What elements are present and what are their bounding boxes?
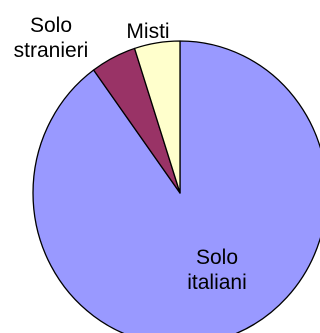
label-solo-stranieri: Solo stranieri <box>14 14 89 62</box>
slice-misti <box>133 40 181 194</box>
pie-slices <box>32 40 320 333</box>
label-line: stranieri <box>14 39 89 62</box>
label-line: italiani <box>187 271 247 294</box>
label-solo-italiani: Solo italiani <box>187 246 247 294</box>
label-line: Misti <box>126 20 169 43</box>
slice-solo-italiani <box>32 40 320 333</box>
label-line: Solo <box>196 246 238 269</box>
label-misti: Misti <box>126 20 169 43</box>
label-line: Solo <box>30 14 72 37</box>
